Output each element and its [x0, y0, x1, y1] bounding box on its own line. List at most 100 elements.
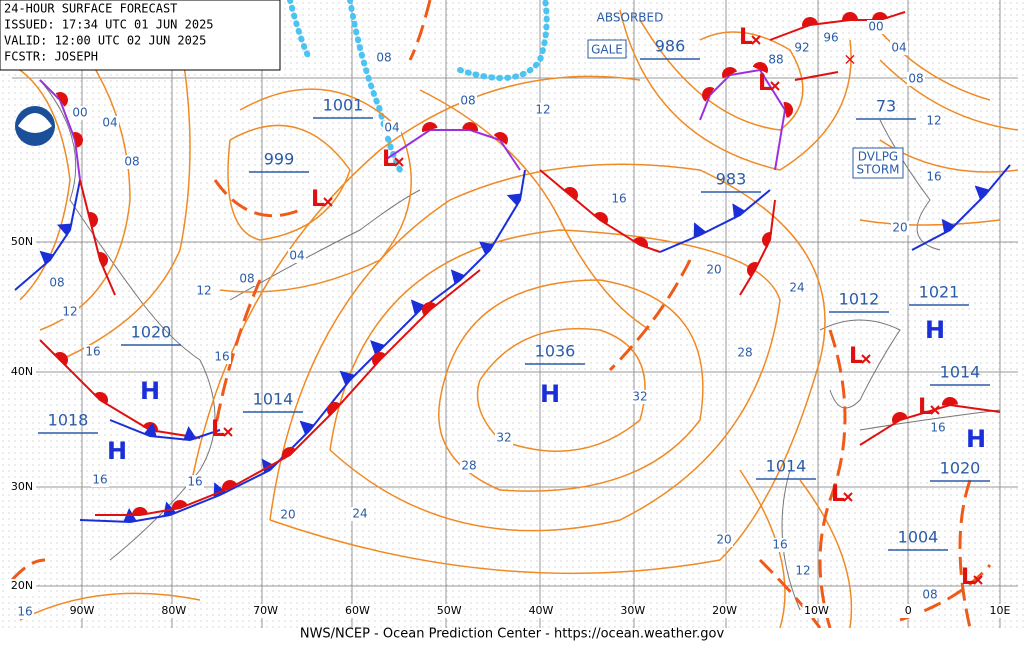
- lon-label: 10W: [804, 604, 829, 617]
- isobar-label: 12: [795, 564, 810, 578]
- track-arrow: [794, 71, 839, 81]
- lon-label: 0: [905, 604, 912, 617]
- low-symbol: L: [831, 482, 845, 507]
- isobar-label: 08: [124, 155, 139, 169]
- label-halo: [794, 564, 812, 578]
- labels: 96 00 04 08 08 12 16 12 08 04 16 08 04 08 12 16 20 24 28 32…: [16, 20, 947, 619]
- isobar-label: 16: [85, 345, 100, 359]
- label-halo: [822, 31, 840, 45]
- central-pressure: 1012: [839, 290, 880, 309]
- label-halo: [101, 116, 119, 130]
- isobar-label: 12: [926, 114, 941, 128]
- low-symbol: L: [739, 25, 753, 50]
- label-halo: [907, 72, 925, 86]
- central-pressure: 1018: [48, 411, 89, 430]
- storm-note: STORM: [856, 163, 899, 177]
- low-symbol: L: [211, 417, 225, 442]
- label-halo: [8, 235, 36, 249]
- isobar-label: 16: [92, 473, 107, 487]
- footer-strip: [0, 628, 1024, 652]
- low-x: [843, 492, 853, 502]
- pressure-centers: 1001 999 986 983 73 1012 1021 1036 1014 1014 1018 1…: [38, 37, 990, 551]
- low-symbol: L: [918, 395, 932, 420]
- isobar-label: 16: [772, 538, 787, 552]
- low-x: [323, 197, 333, 207]
- label-halo: [767, 53, 785, 67]
- central-pressure: 1020: [940, 459, 981, 478]
- isobar-label: 08: [376, 51, 391, 65]
- label-halo: [71, 106, 89, 120]
- high-symbol: H: [540, 380, 560, 408]
- footer: NWS/NCEP - Ocean Prediction Center - htt…: [300, 627, 725, 642]
- label-halo: [8, 480, 36, 494]
- label-halo: [705, 263, 723, 277]
- label-halo: [925, 114, 943, 128]
- low-symbol: L: [382, 147, 396, 172]
- lon-label: 80W: [161, 604, 186, 617]
- low-symbol: L: [961, 565, 975, 590]
- isobar-label: 96: [823, 31, 838, 45]
- low-x: [751, 35, 761, 45]
- forecast-position: ×: [843, 50, 856, 69]
- isobar-label: 08: [239, 272, 254, 286]
- label-halo: [610, 192, 628, 206]
- gale-note: GALE: [591, 43, 623, 57]
- label-halo: [534, 103, 552, 117]
- label-halo: [68, 604, 96, 618]
- lon-label: 40W: [529, 604, 554, 617]
- isobar-label: 16: [187, 475, 202, 489]
- isobar-label: 08: [49, 276, 64, 290]
- label-halo: [894, 604, 923, 618]
- storm-note: DVLPG: [858, 150, 898, 164]
- central-pressure: 1014: [766, 457, 807, 476]
- header-box: [0, 0, 281, 71]
- label-halo: [279, 508, 297, 522]
- fronts: [14, 11, 1011, 524]
- central-pressure: 1020: [131, 323, 172, 342]
- isobar-label: 08: [908, 72, 923, 86]
- isobar-label: 20: [280, 508, 295, 522]
- central-pressure: 983: [716, 170, 747, 189]
- header-line: FCSTR: JOSEPH: [4, 50, 98, 64]
- label-halo: [159, 604, 188, 618]
- header-line: 24-HOUR SURFACE FORECAST: [4, 2, 177, 16]
- central-pressure: 1021: [919, 283, 960, 302]
- label-halo: [84, 345, 102, 359]
- label-halo: [16, 605, 34, 619]
- label-halo: [213, 350, 231, 364]
- isobar-label: 24: [352, 507, 367, 521]
- low-x: [770, 81, 780, 91]
- label-halo: [343, 604, 372, 618]
- isobar-label: 28: [737, 346, 752, 360]
- isobar-label: 24: [789, 281, 804, 295]
- isobar-label: 08: [922, 588, 937, 602]
- central-pressure: 1004: [898, 528, 939, 547]
- isobar-label: 12: [196, 284, 211, 298]
- isobar-label: 92: [794, 41, 809, 55]
- label-halo: [186, 475, 204, 489]
- label-halo: [61, 305, 79, 319]
- isobar-label: 04: [891, 41, 906, 55]
- ice-edge: [287, 0, 550, 173]
- label-halo: [459, 94, 477, 108]
- lon-label: 70W: [253, 604, 278, 617]
- isobar-label: 16: [926, 170, 941, 184]
- lat-label: 20N: [11, 579, 33, 592]
- low-symbol: L: [758, 71, 772, 96]
- low-x: [861, 354, 871, 364]
- lon-label: 90W: [70, 604, 95, 617]
- label-halo: [890, 41, 908, 55]
- isobar-label: 16: [611, 192, 626, 206]
- central-pressure: 73: [876, 97, 896, 116]
- low-x: [394, 157, 404, 167]
- gale-box: [587, 39, 627, 59]
- lon-label: 10E: [990, 604, 1011, 617]
- lon-label: 60W: [345, 604, 370, 617]
- label-halo: [460, 459, 478, 473]
- isobar-label: 00: [72, 106, 87, 120]
- label-halo: [618, 604, 647, 618]
- label-halo: [383, 121, 401, 135]
- high-symbol: H: [925, 316, 945, 344]
